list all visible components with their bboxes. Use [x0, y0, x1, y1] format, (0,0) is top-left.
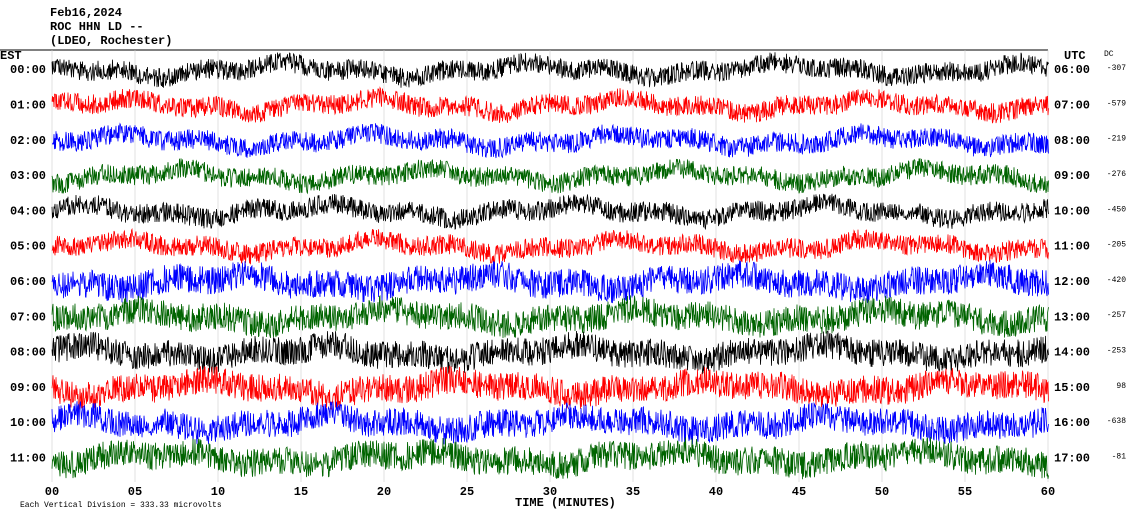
utc-label: 11:00 — [1054, 240, 1090, 254]
location: (LDEO, Rochester) — [50, 34, 172, 48]
trace — [51, 158, 1049, 195]
x-tick-label: 40 — [709, 485, 723, 499]
est-label: 06:00 — [10, 275, 46, 289]
trace — [51, 260, 1049, 304]
est-label: 07:00 — [10, 310, 46, 324]
right-label: UTC — [1064, 49, 1086, 63]
trace — [51, 86, 1049, 124]
x-tick-label: 00 — [45, 485, 59, 499]
utc-label: 06:00 — [1054, 63, 1090, 77]
est-label: 00:00 — [10, 63, 46, 77]
x-tick-label: 60 — [1041, 485, 1055, 499]
utc-label: 17:00 — [1054, 451, 1090, 465]
date: Feb16,2024 — [50, 6, 122, 20]
utc-label: 16:00 — [1054, 416, 1090, 430]
dc-label: DC — [1104, 50, 1114, 59]
dc-value: 98 — [1116, 382, 1126, 391]
est-label: 05:00 — [10, 240, 46, 254]
est-label: 08:00 — [10, 346, 46, 360]
x-tick-label: 45 — [792, 485, 806, 499]
x-axis-label: TIME (MINUTES) — [515, 496, 616, 510]
x-tick-label: 20 — [377, 485, 391, 499]
x-tick-label: 10 — [211, 485, 225, 499]
dc-value: -450 — [1107, 205, 1126, 214]
dc-value: -276 — [1107, 170, 1126, 179]
est-label: 04:00 — [10, 204, 46, 218]
trace — [51, 401, 1049, 445]
left-label: EST — [0, 49, 22, 63]
x-tick-label: 05 — [128, 485, 142, 499]
trace — [51, 52, 1049, 88]
x-tick-label: 50 — [875, 485, 889, 499]
utc-label: 10:00 — [1054, 204, 1090, 218]
trace — [51, 227, 1049, 266]
est-label: 02:00 — [10, 134, 46, 148]
footer: Each Vertical Division = 333.33 microvol… — [20, 501, 222, 510]
utc-label: 14:00 — [1054, 346, 1090, 360]
utc-label: 12:00 — [1054, 275, 1090, 289]
dc-value: -205 — [1107, 241, 1126, 250]
dc-value: -420 — [1107, 276, 1126, 285]
utc-label: 07:00 — [1054, 98, 1090, 112]
est-label: 10:00 — [10, 416, 46, 430]
est-label: 01:00 — [10, 98, 46, 112]
trace — [51, 365, 1049, 411]
trace — [51, 122, 1049, 159]
x-tick-label: 25 — [460, 485, 474, 499]
utc-label: 13:00 — [1054, 310, 1090, 324]
utc-label: 15:00 — [1054, 381, 1090, 395]
x-tick-label: 55 — [958, 485, 972, 499]
est-label: 11:00 — [10, 451, 46, 465]
est-label: 09:00 — [10, 381, 46, 395]
utc-label: 08:00 — [1054, 134, 1090, 148]
utc-label: 09:00 — [1054, 169, 1090, 183]
trace — [51, 436, 1049, 480]
dc-value: -579 — [1107, 99, 1126, 108]
dc-value: -81 — [1112, 452, 1127, 461]
trace — [51, 295, 1049, 339]
dc-value: -307 — [1107, 64, 1126, 73]
station: ROC HHN LD -- — [50, 20, 144, 34]
trace — [51, 193, 1049, 231]
traces — [51, 50, 1049, 482]
x-tick-label: 35 — [626, 485, 640, 499]
x-tick-label: 15 — [294, 485, 308, 499]
dc-value: -253 — [1107, 347, 1126, 356]
trace — [51, 330, 1049, 376]
dc-value: -257 — [1107, 311, 1126, 320]
dc-value: -638 — [1107, 417, 1126, 426]
x-tick-label: 30 — [543, 485, 557, 499]
dc-value: -219 — [1107, 135, 1126, 144]
est-label: 03:00 — [10, 169, 46, 183]
